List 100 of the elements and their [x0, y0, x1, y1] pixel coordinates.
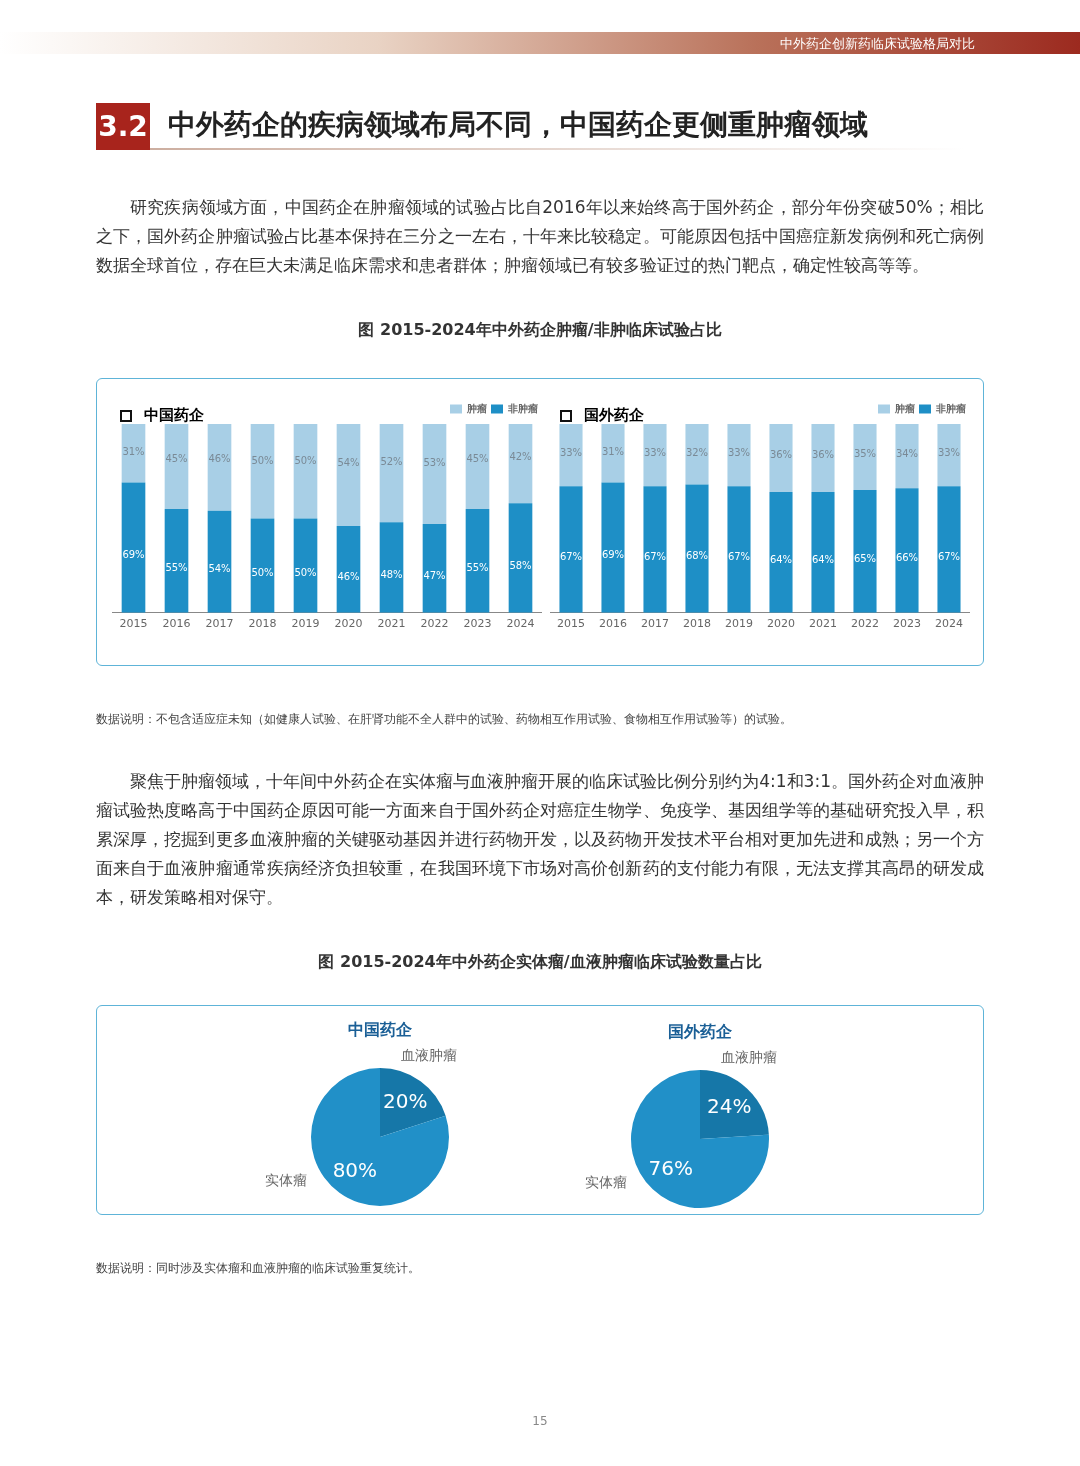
- x-tick-label: 2020: [767, 617, 795, 631]
- data-label: 80%: [332, 1157, 378, 1182]
- bar: [379, 522, 404, 613]
- x-tick-label: 2016: [599, 617, 627, 631]
- bar: [937, 424, 961, 487]
- bar: [769, 424, 793, 492]
- x-tick-label: 2017: [205, 617, 234, 631]
- bar: [727, 424, 751, 487]
- chart-title: 国外药企: [583, 406, 644, 425]
- data-label: 36%: [769, 448, 793, 460]
- data-label: 45%: [466, 452, 489, 464]
- x-tick-label: 2023: [463, 617, 492, 631]
- bar: [465, 508, 490, 613]
- bar: [895, 488, 919, 613]
- text: 15: [531, 1414, 549, 1428]
- data-label: 47%: [423, 570, 446, 582]
- bar: [508, 503, 533, 613]
- bar: [601, 482, 625, 613]
- bar: [643, 486, 667, 613]
- legend-label: 肿瘤: [894, 402, 915, 414]
- bar: [336, 525, 361, 613]
- data-label: 50%: [294, 567, 317, 579]
- text: 图 2015-2024年中外药企实体瘤/血液肿瘤临床试验数量占比: [317, 952, 763, 973]
- data-label: 67%: [937, 551, 961, 563]
- data-label: 69%: [601, 549, 625, 561]
- bar: [601, 424, 625, 483]
- text: 中外药企创新药临床试验格局对比: [780, 35, 975, 53]
- bar: [937, 486, 961, 613]
- bar: [293, 518, 318, 613]
- data-label: 33%: [559, 447, 583, 459]
- data-label: 42%: [509, 451, 532, 463]
- bar: [769, 491, 793, 613]
- data-label: 46%: [208, 453, 231, 465]
- data-label: 20%: [382, 1088, 428, 1113]
- data-label: 50%: [251, 455, 274, 467]
- x-tick-label: 2021: [377, 617, 406, 631]
- data-label: 67%: [559, 551, 583, 563]
- x-tick-label: 2024: [935, 617, 963, 631]
- data-label: 35%: [853, 448, 877, 460]
- x-tick-label: 2018: [248, 617, 277, 631]
- bar: [250, 518, 275, 613]
- data-label: 34%: [895, 447, 919, 459]
- bar: [164, 508, 189, 613]
- chart-title: 中国药企: [143, 406, 204, 425]
- x-tick-label: 2020: [334, 617, 363, 631]
- data-label: 33%: [727, 447, 751, 459]
- bar: [643, 424, 667, 487]
- bar: [164, 424, 189, 509]
- data-label: 64%: [811, 553, 835, 565]
- data-label: 53%: [423, 456, 446, 468]
- bar: [508, 424, 533, 504]
- text: 数据说明：同时涉及实体瘤和血液肿瘤的临床试验重复统计。: [96, 1260, 420, 1277]
- bar: [465, 424, 490, 509]
- data-label: 64%: [769, 553, 793, 565]
- slice-label: 血液肿瘤: [400, 1046, 457, 1063]
- text: 中外药企的疾病领域布局不同，中国药企更侧重肿瘤领域: [168, 107, 868, 143]
- text: 数据说明：不包含适应症未知（如健康人试验、在肝肾功能不全人群中的试验、药物相互作用试验、食物相互作用试验等）的试验。: [96, 711, 793, 728]
- bar: [250, 424, 275, 519]
- x-tick-label: 2023: [893, 617, 921, 631]
- data-label: 58%: [509, 559, 532, 571]
- text: 研究疾病领域方面，中国药企在肿瘤领域的试验占比自2016年以来始终高于国外药企，部分年份突破50%；相比之下，国外药企肿瘤试验占比基本保持在三分之一左右，十年来比较稳定。可能原因包括中国癌症新发病例和死亡病例数据全球首位，存在巨大未满足临床需求和患者群体；肿瘤领域已有较多验证过的热门靶点，确定性较高等等。: [96, 196, 984, 277]
- data-label: 24%: [707, 1094, 752, 1119]
- x-tick-label: 2016: [162, 617, 191, 631]
- x-tick-label: 2015: [557, 617, 585, 631]
- data-label: 76%: [648, 1156, 693, 1181]
- x-tick-label: 2024: [506, 617, 535, 631]
- bar: [559, 424, 583, 487]
- bar: [895, 424, 919, 489]
- x-tick-label: 2019: [291, 617, 320, 631]
- data-label: 50%: [294, 455, 317, 467]
- bar: [685, 424, 709, 485]
- chart-subtitle: 图 2015-2024年中外药企肿瘤/非肿临床试验占比: [357, 320, 723, 341]
- bar: [685, 484, 709, 613]
- data-label: 36%: [811, 448, 835, 460]
- data-label: 55%: [165, 562, 188, 574]
- x-tick-label: 2015: [119, 617, 148, 631]
- bar: [207, 510, 232, 613]
- bar: [422, 524, 447, 613]
- data-label: 48%: [380, 569, 403, 581]
- data-label: 66%: [895, 552, 919, 564]
- data-label: 68%: [685, 550, 709, 562]
- data-label: 65%: [853, 553, 877, 565]
- data-label: 50%: [251, 567, 274, 579]
- bar: [559, 486, 583, 613]
- chart-title: 国外药企: [667, 1022, 733, 1043]
- text: 聚焦于肿瘤领域，十年间中外药企在实体瘤与血液肿瘤开展的临床试验比例分别约为4:1和3:1。国外药企对血液肿瘤试验热度略高于中国药企原因可能一方面来自于国外药企对癌症生物学、免疫学、基因组学等的基础研究投入早，积累深厚，挖掘到更多血液肿瘤的关键驱动基因并进行药物开发，以及药物开发技术平台相对更加先进和成熟；另一个方面来自于血液肿瘤通常疾病经济负担较重，在我国环境下市场对高价创新药的支付能力有限，无法支撑其高昂的研发成本，研发策略相对保守。: [96, 770, 984, 909]
- data-label: 31%: [601, 446, 625, 458]
- data-label: 54%: [208, 563, 231, 575]
- bar: [121, 424, 146, 483]
- data-label: 54%: [337, 457, 360, 469]
- bar: [121, 482, 146, 613]
- bar: [379, 424, 404, 523]
- legend-label: 非肿瘤: [507, 402, 538, 414]
- data-label: 52%: [380, 456, 403, 468]
- bar: [811, 491, 835, 613]
- x-tick-label: 2018: [683, 617, 711, 631]
- slice-label: 实体瘤: [585, 1174, 627, 1191]
- x-tick-label: 2017: [641, 617, 669, 631]
- text: 3.2: [96, 103, 150, 150]
- data-label: 46%: [337, 570, 360, 582]
